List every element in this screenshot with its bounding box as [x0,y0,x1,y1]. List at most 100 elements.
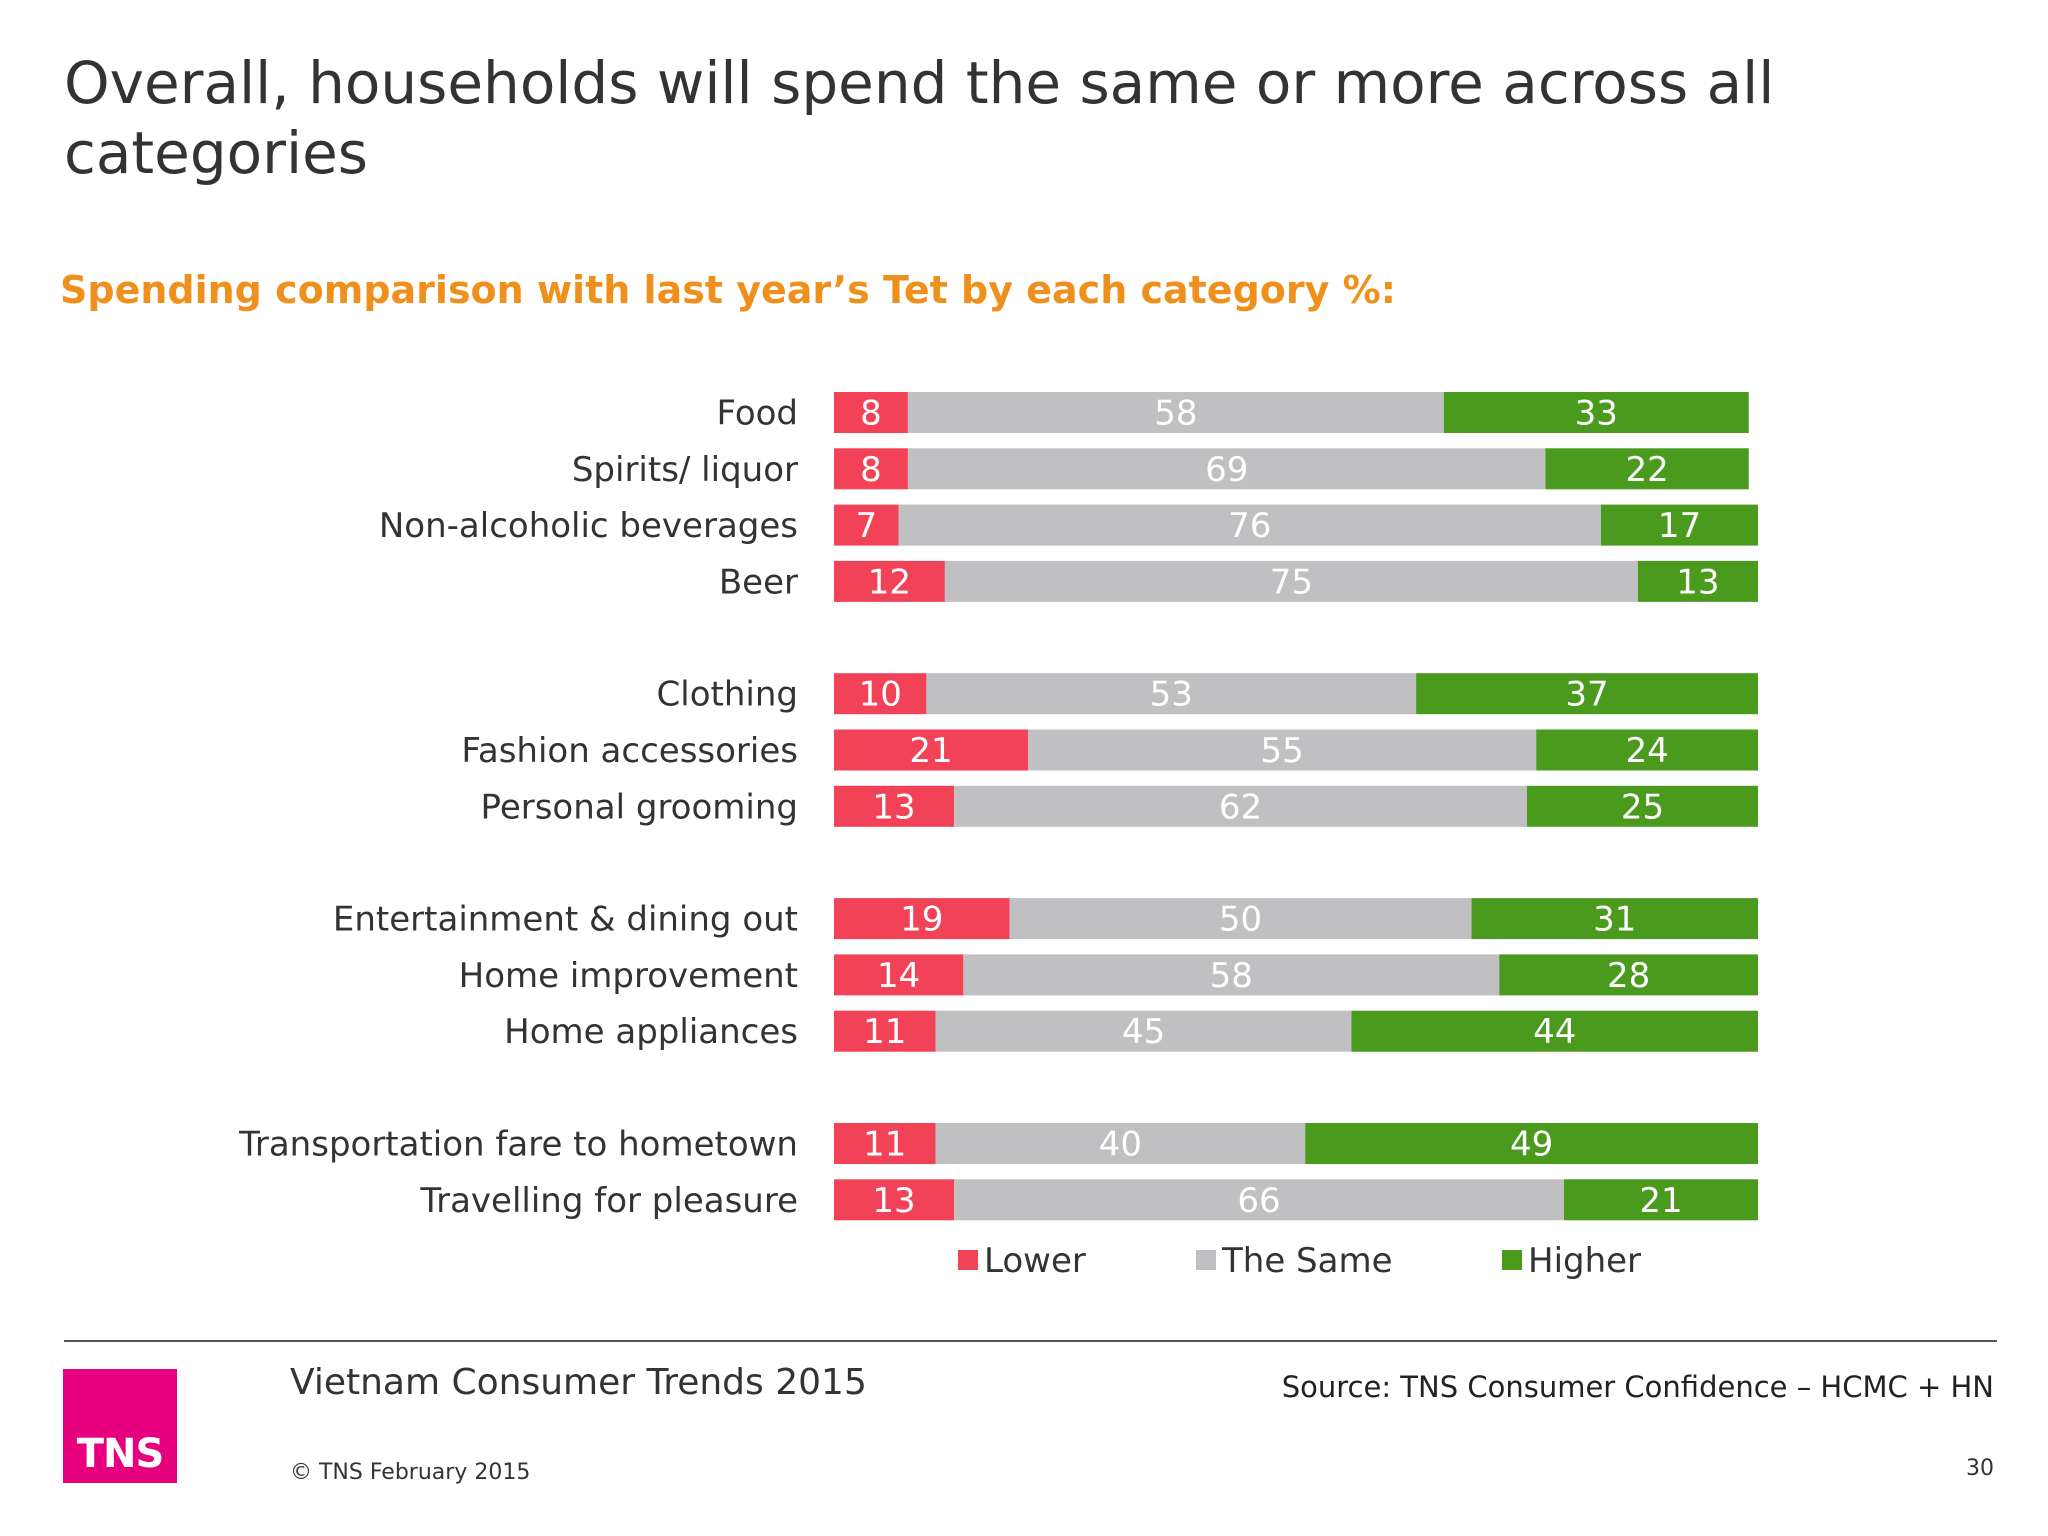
bar-segment-lower [834,785,955,827]
data-label: 66 [1237,1181,1280,1221]
bar-segment-lower [834,448,908,490]
legend-label: The Same [1221,1241,1393,1281]
bar-segment-higher [1536,729,1758,771]
data-label: 17 [1658,506,1701,546]
bar-segment-the-same [907,448,1546,490]
bar-segment-lower [834,954,964,996]
data-label: 40 [1099,1125,1142,1165]
bar-segment-higher [1545,448,1749,490]
data-label: 69 [1205,450,1248,490]
bar-segment-lower [834,1123,936,1164]
data-label: 24 [1625,731,1668,771]
bar-segment-higher [1416,673,1758,715]
data-label: 53 [1150,675,1193,715]
data-label: 7 [856,506,878,546]
tns-logo: TNS [63,1369,177,1483]
bar-segment-higher [1351,1010,1758,1052]
category-label: Clothing [657,675,798,715]
bar-segment-higher [1563,1179,1758,1221]
data-label: 50 [1219,900,1262,940]
category-label: Beer [719,562,798,602]
data-label: 13 [1676,562,1719,602]
legend-swatch [958,1250,978,1270]
legend-swatch [1196,1250,1216,1270]
chart-subtitle: Spending comparison with last year’s Tet… [60,268,1396,312]
copyright-text: © TNS February 2015 [290,1460,531,1485]
bar-segment-the-same [944,560,1638,602]
data-label: 75 [1270,562,1313,602]
category-label: Home improvement [459,956,798,996]
bar-segment-the-same [963,954,1500,996]
data-label: 19 [900,900,943,940]
data-label: 45 [1122,1012,1165,1052]
bar-segment-higher [1443,392,1749,433]
bar-segment-the-same [954,785,1527,827]
legend-label: Higher [1528,1241,1641,1281]
page-number: 30 [1966,1456,1994,1481]
bar-segment-lower [834,504,899,546]
data-label: 58 [1154,394,1197,434]
data-label: 14 [877,956,920,996]
category-label: Fashion accessories [461,731,798,771]
bar-segment-lower [834,729,1029,771]
bar-segment-higher [1527,785,1758,827]
data-label: 25 [1621,787,1664,827]
bar-segment-lower [834,1179,955,1221]
data-label: 21 [1639,1181,1682,1221]
legend-label: Lower [984,1241,1086,1281]
data-label: 12 [868,562,911,602]
bar-segment-higher [1637,560,1758,602]
data-label: 49 [1510,1125,1553,1165]
category-label: Travelling for pleasure [419,1181,798,1221]
data-label: 55 [1261,731,1304,771]
category-label: Food [716,394,798,434]
slide-title: Overall, households will spend the same … [64,49,1775,187]
category-label: Personal grooming [481,787,798,827]
category-label: Spirits/ liquor [572,450,798,490]
data-label: 13 [872,787,915,827]
bar-segment-lower [834,673,927,715]
category-label: Transportation fare to hometown [238,1125,798,1165]
bar-segment-the-same [907,392,1444,433]
bar-segment-the-same [954,1179,1564,1221]
data-label: 62 [1219,787,1262,827]
data-label: 10 [859,675,902,715]
footer-divider [64,1340,1997,1342]
bar-segment-higher [1499,954,1758,996]
logo-text: TNS [76,1431,165,1477]
data-label: 22 [1625,450,1668,490]
category-label: Non-alcoholic beverages [379,506,798,546]
data-label: 11 [863,1012,906,1052]
bar-segment-lower [834,898,1010,940]
bar-segment-the-same [1009,898,1472,940]
bar-segment-the-same [1028,729,1537,771]
data-label: 33 [1575,394,1618,434]
category-label: Entertainment & dining out [333,900,798,940]
report-title: Vietnam Consumer Trends 2015 [290,1362,867,1403]
bar-segment-higher [1471,898,1758,940]
bar-segment-lower [834,560,945,602]
bar-segment-the-same [935,1010,1352,1052]
data-label: 21 [909,731,952,771]
data-label: 37 [1565,675,1608,715]
stacked-bar-chart: Food 8 58 33 Spirits/ liquor 8 69 22 Non-alcohol… [238,392,1758,1281]
data-label: 11 [863,1125,906,1165]
bar-segment-higher [1305,1123,1758,1164]
data-label: 31 [1593,900,1636,940]
bar-segment-the-same [898,504,1601,546]
data-label: 58 [1210,956,1253,996]
data-label: 44 [1533,1012,1576,1052]
data-label: 76 [1228,506,1271,546]
category-label: Home appliances [504,1012,798,1052]
bar-segment-lower [834,1010,936,1052]
bar-segment-higher [1600,504,1758,546]
bar-segment-the-same [935,1123,1306,1164]
data-label: 8 [860,450,882,490]
data-label: 13 [872,1181,915,1221]
bar-segment-the-same [926,673,1417,715]
source-text: Source: TNS Consumer Confidence – HCMC +… [1281,1370,1994,1404]
data-label: 8 [860,394,882,434]
legend-swatch [1502,1250,1522,1270]
data-label: 28 [1607,956,1650,996]
bar-segment-lower [834,392,908,433]
